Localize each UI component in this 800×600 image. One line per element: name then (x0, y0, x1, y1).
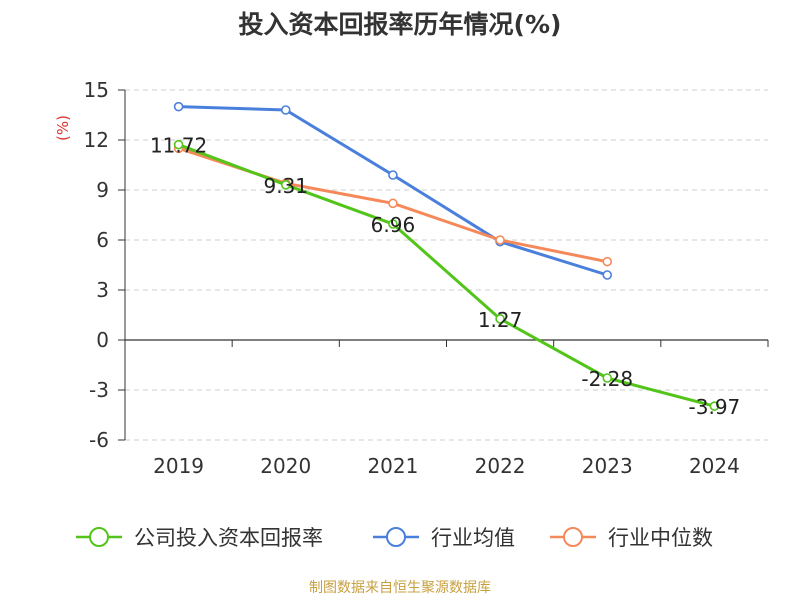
y-tick-label: -3 (89, 378, 109, 402)
data-point (602, 256, 613, 267)
series-line (177, 143, 716, 408)
legend-marker (563, 527, 583, 547)
data-point (602, 270, 613, 280)
data-point (388, 219, 398, 229)
source-footer: 制图数据来自恒生聚源数据库 (309, 580, 491, 596)
data-point (388, 198, 398, 209)
grid-layer (125, 89, 768, 441)
x-tick-label: 2021 (367, 454, 418, 478)
data-point (602, 373, 613, 383)
legend-item: 行业中位数 (550, 526, 713, 550)
data-label: 6.96 (371, 213, 416, 237)
data-point (280, 105, 291, 115)
data-point (280, 180, 291, 190)
data-point (173, 139, 184, 150)
legend-label: 行业中位数 (608, 526, 713, 550)
data-point (388, 170, 398, 180)
y-tick-label: -6 (89, 428, 109, 452)
y-tick-label: 3 (96, 278, 109, 302)
y-tick-label: 12 (84, 128, 109, 152)
data-label: 11.72 (150, 134, 207, 158)
y-tick-label: 9 (96, 178, 109, 202)
data-point (173, 101, 184, 112)
x-tick-label: 2019 (153, 454, 204, 478)
legend-label: 公司投入资本回报率 (134, 526, 323, 550)
x-tick-label: 2023 (582, 454, 633, 478)
data-point (709, 401, 720, 411)
legend-marker (386, 527, 406, 547)
data-point (495, 314, 505, 324)
data-label: -2.28 (581, 367, 633, 391)
data-label-layer: 11.72 9.31 6.96 1.27 -2.28 -3.97 (150, 134, 741, 419)
y-tick-label: 15 (84, 78, 109, 102)
legend-label: 行业均值 (431, 526, 515, 550)
legend-item: 行业均值 (373, 526, 515, 550)
chart-title: 投入资本回报率历年情况(%) (239, 10, 562, 39)
y-tick-label: 0 (96, 328, 109, 352)
y-tick-label: 6 (96, 228, 109, 252)
series-layer (173, 101, 720, 411)
x-tick-label: 2022 (475, 454, 526, 478)
axis-layer: 15 12 9 6 3 0 -3 -6 2019 2020 2021 2022 2023 2024 (84, 78, 769, 478)
data-label: -3.97 (689, 395, 741, 419)
x-tick-label: 2024 (689, 454, 740, 478)
data-label: 9.31 (263, 174, 308, 198)
x-tick-label: 2020 (260, 454, 311, 478)
y-axis-unit-label: (%) (54, 115, 72, 141)
data-label: 1.27 (478, 308, 523, 332)
legend: 公司投入资本回报率 行业均值 行业中位数 (76, 526, 713, 550)
data-point (495, 235, 505, 245)
legend-item: 公司投入资本回报率 (76, 526, 323, 550)
legend-marker (89, 527, 109, 547)
